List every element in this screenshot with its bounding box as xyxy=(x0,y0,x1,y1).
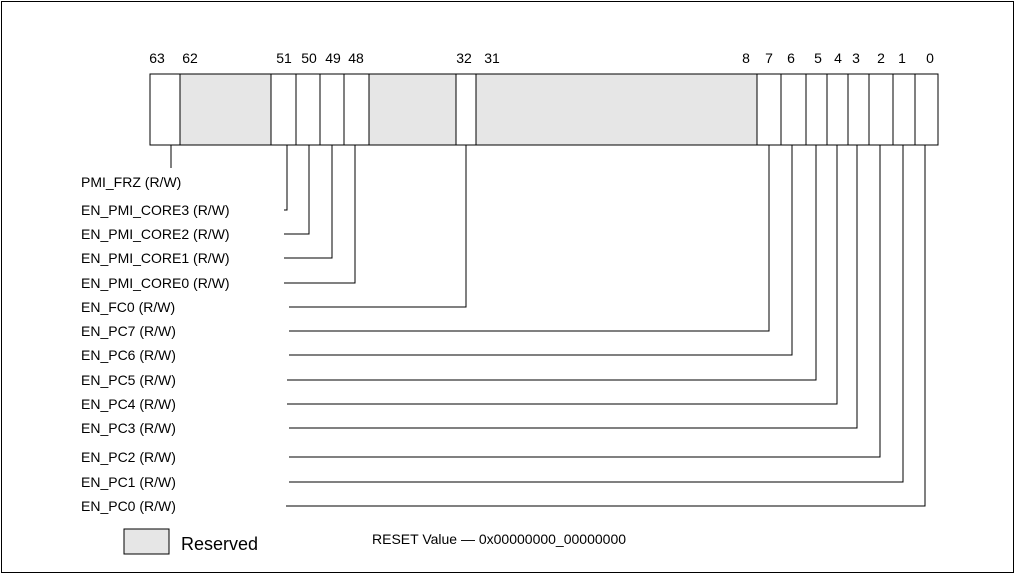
field-label-en-pmi-core1: EN_PMI_CORE1 (R/W) xyxy=(81,250,230,266)
field-label-en-pc6: EN_PC6 (R/W) xyxy=(81,347,176,363)
field-labels: PMI_FRZ (R/W) EN_PMI_CORE3 (R/W) EN_PMI_… xyxy=(81,174,230,514)
bit-number-4: 4 xyxy=(834,50,842,66)
reserved-field-31-8 xyxy=(475,73,758,146)
leader-en-pc3 xyxy=(289,145,858,429)
bit-number-0: 0 xyxy=(926,50,934,66)
leader-en-pc7 xyxy=(289,145,770,332)
bit-number-8: 8 xyxy=(742,50,750,66)
field-dividers xyxy=(295,74,916,145)
field-label-en-pc1: EN_PC1 (R/W) xyxy=(81,474,176,490)
leader-en-pc5 xyxy=(287,145,817,381)
bit-number-32: 32 xyxy=(456,50,472,66)
leader-en-pc6 xyxy=(289,145,793,356)
leader-en-pc1 xyxy=(289,145,904,483)
reserved-field-47-33 xyxy=(368,73,457,146)
field-label-en-pmi-core2: EN_PMI_CORE2 (R/W) xyxy=(81,226,230,242)
leader-en-pmi-core0 xyxy=(284,145,356,284)
bit-number-62: 62 xyxy=(182,50,198,66)
bit-numbers: 63 62 51 50 49 48 32 31 8 7 6 5 4 3 2 1 … xyxy=(149,50,934,66)
leader-en-fc0 xyxy=(289,145,467,308)
legend-reserved-swatch xyxy=(123,528,170,555)
bit-number-5: 5 xyxy=(814,50,822,66)
field-label-en-fc0: EN_FC0 (R/W) xyxy=(81,299,175,315)
field-label-en-pc4: EN_PC4 (R/W) xyxy=(81,396,176,412)
bit-number-1: 1 xyxy=(898,50,906,66)
field-label-en-pc0: EN_PC0 (R/W) xyxy=(81,498,176,514)
leader-en-pc0 xyxy=(286,145,926,507)
legend: Reserved xyxy=(123,528,258,555)
register-box xyxy=(149,73,939,146)
field-label-en-pc7: EN_PC7 (R/W) xyxy=(81,323,176,339)
leader-lines xyxy=(170,145,926,507)
bit-number-31: 31 xyxy=(484,50,500,66)
field-label-en-pc3: EN_PC3 (R/W) xyxy=(81,420,176,436)
bit-number-7: 7 xyxy=(765,50,773,66)
legend-reserved-label: Reserved xyxy=(181,534,258,554)
field-label-en-pc2: EN_PC2 (R/W) xyxy=(81,449,176,465)
field-label-en-pmi-core3: EN_PMI_CORE3 (R/W) xyxy=(81,202,230,218)
bit-number-3: 3 xyxy=(852,50,860,66)
bit-number-2: 2 xyxy=(877,50,885,66)
leader-en-pc4 xyxy=(287,145,838,405)
leader-en-pc2 xyxy=(289,145,881,458)
leader-en-pmi-core1 xyxy=(284,145,333,259)
bit-number-49: 49 xyxy=(325,50,341,66)
reserved-field-62-52 xyxy=(179,73,272,146)
bit-number-63: 63 xyxy=(149,50,165,66)
bit-number-48: 48 xyxy=(348,50,364,66)
leader-en-pmi-core2 xyxy=(284,145,310,235)
field-label-pmi-frz: PMI_FRZ (R/W) xyxy=(81,174,181,190)
field-label-en-pc5: EN_PC5 (R/W) xyxy=(81,372,176,388)
field-label-en-pmi-core0: EN_PMI_CORE0 (R/W) xyxy=(81,275,230,291)
reset-value: RESET Value — 0x00000000_00000000 xyxy=(372,531,626,547)
leader-en-pmi-core3 xyxy=(284,145,288,211)
bit-number-51: 51 xyxy=(276,50,292,66)
bit-number-6: 6 xyxy=(787,50,795,66)
bit-number-50: 50 xyxy=(301,50,317,66)
